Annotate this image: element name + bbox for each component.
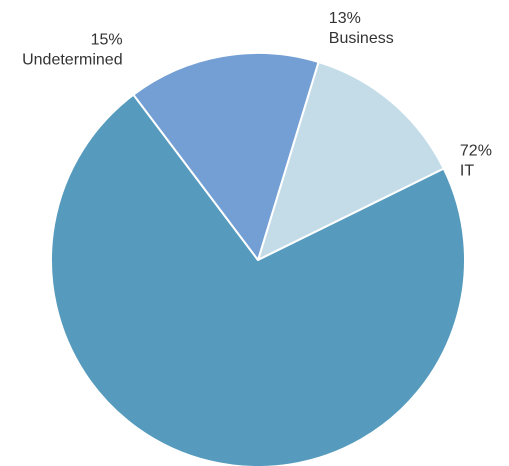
pie-slice-undetermined bbox=[132, 52, 320, 261]
pie-label-category: Undetermined bbox=[22, 51, 123, 68]
pie-label-business: 13% Business bbox=[329, 10, 394, 47]
pie-label-it: 72% IT bbox=[460, 143, 492, 180]
pie-slices bbox=[50, 52, 466, 466]
pie-label-category: IT bbox=[460, 163, 474, 180]
pie-label-value: 13% bbox=[329, 10, 361, 27]
pie-label-value: 15% bbox=[91, 31, 123, 48]
pie-labels: 13% Business 72% IT 15% Undetermined bbox=[22, 10, 492, 180]
pie-label-undetermined: 15% Undetermined bbox=[22, 31, 123, 68]
pie-slice-it bbox=[50, 93, 466, 466]
pie-label-category: Business bbox=[329, 30, 394, 47]
pie-label-value: 72% bbox=[460, 143, 492, 160]
